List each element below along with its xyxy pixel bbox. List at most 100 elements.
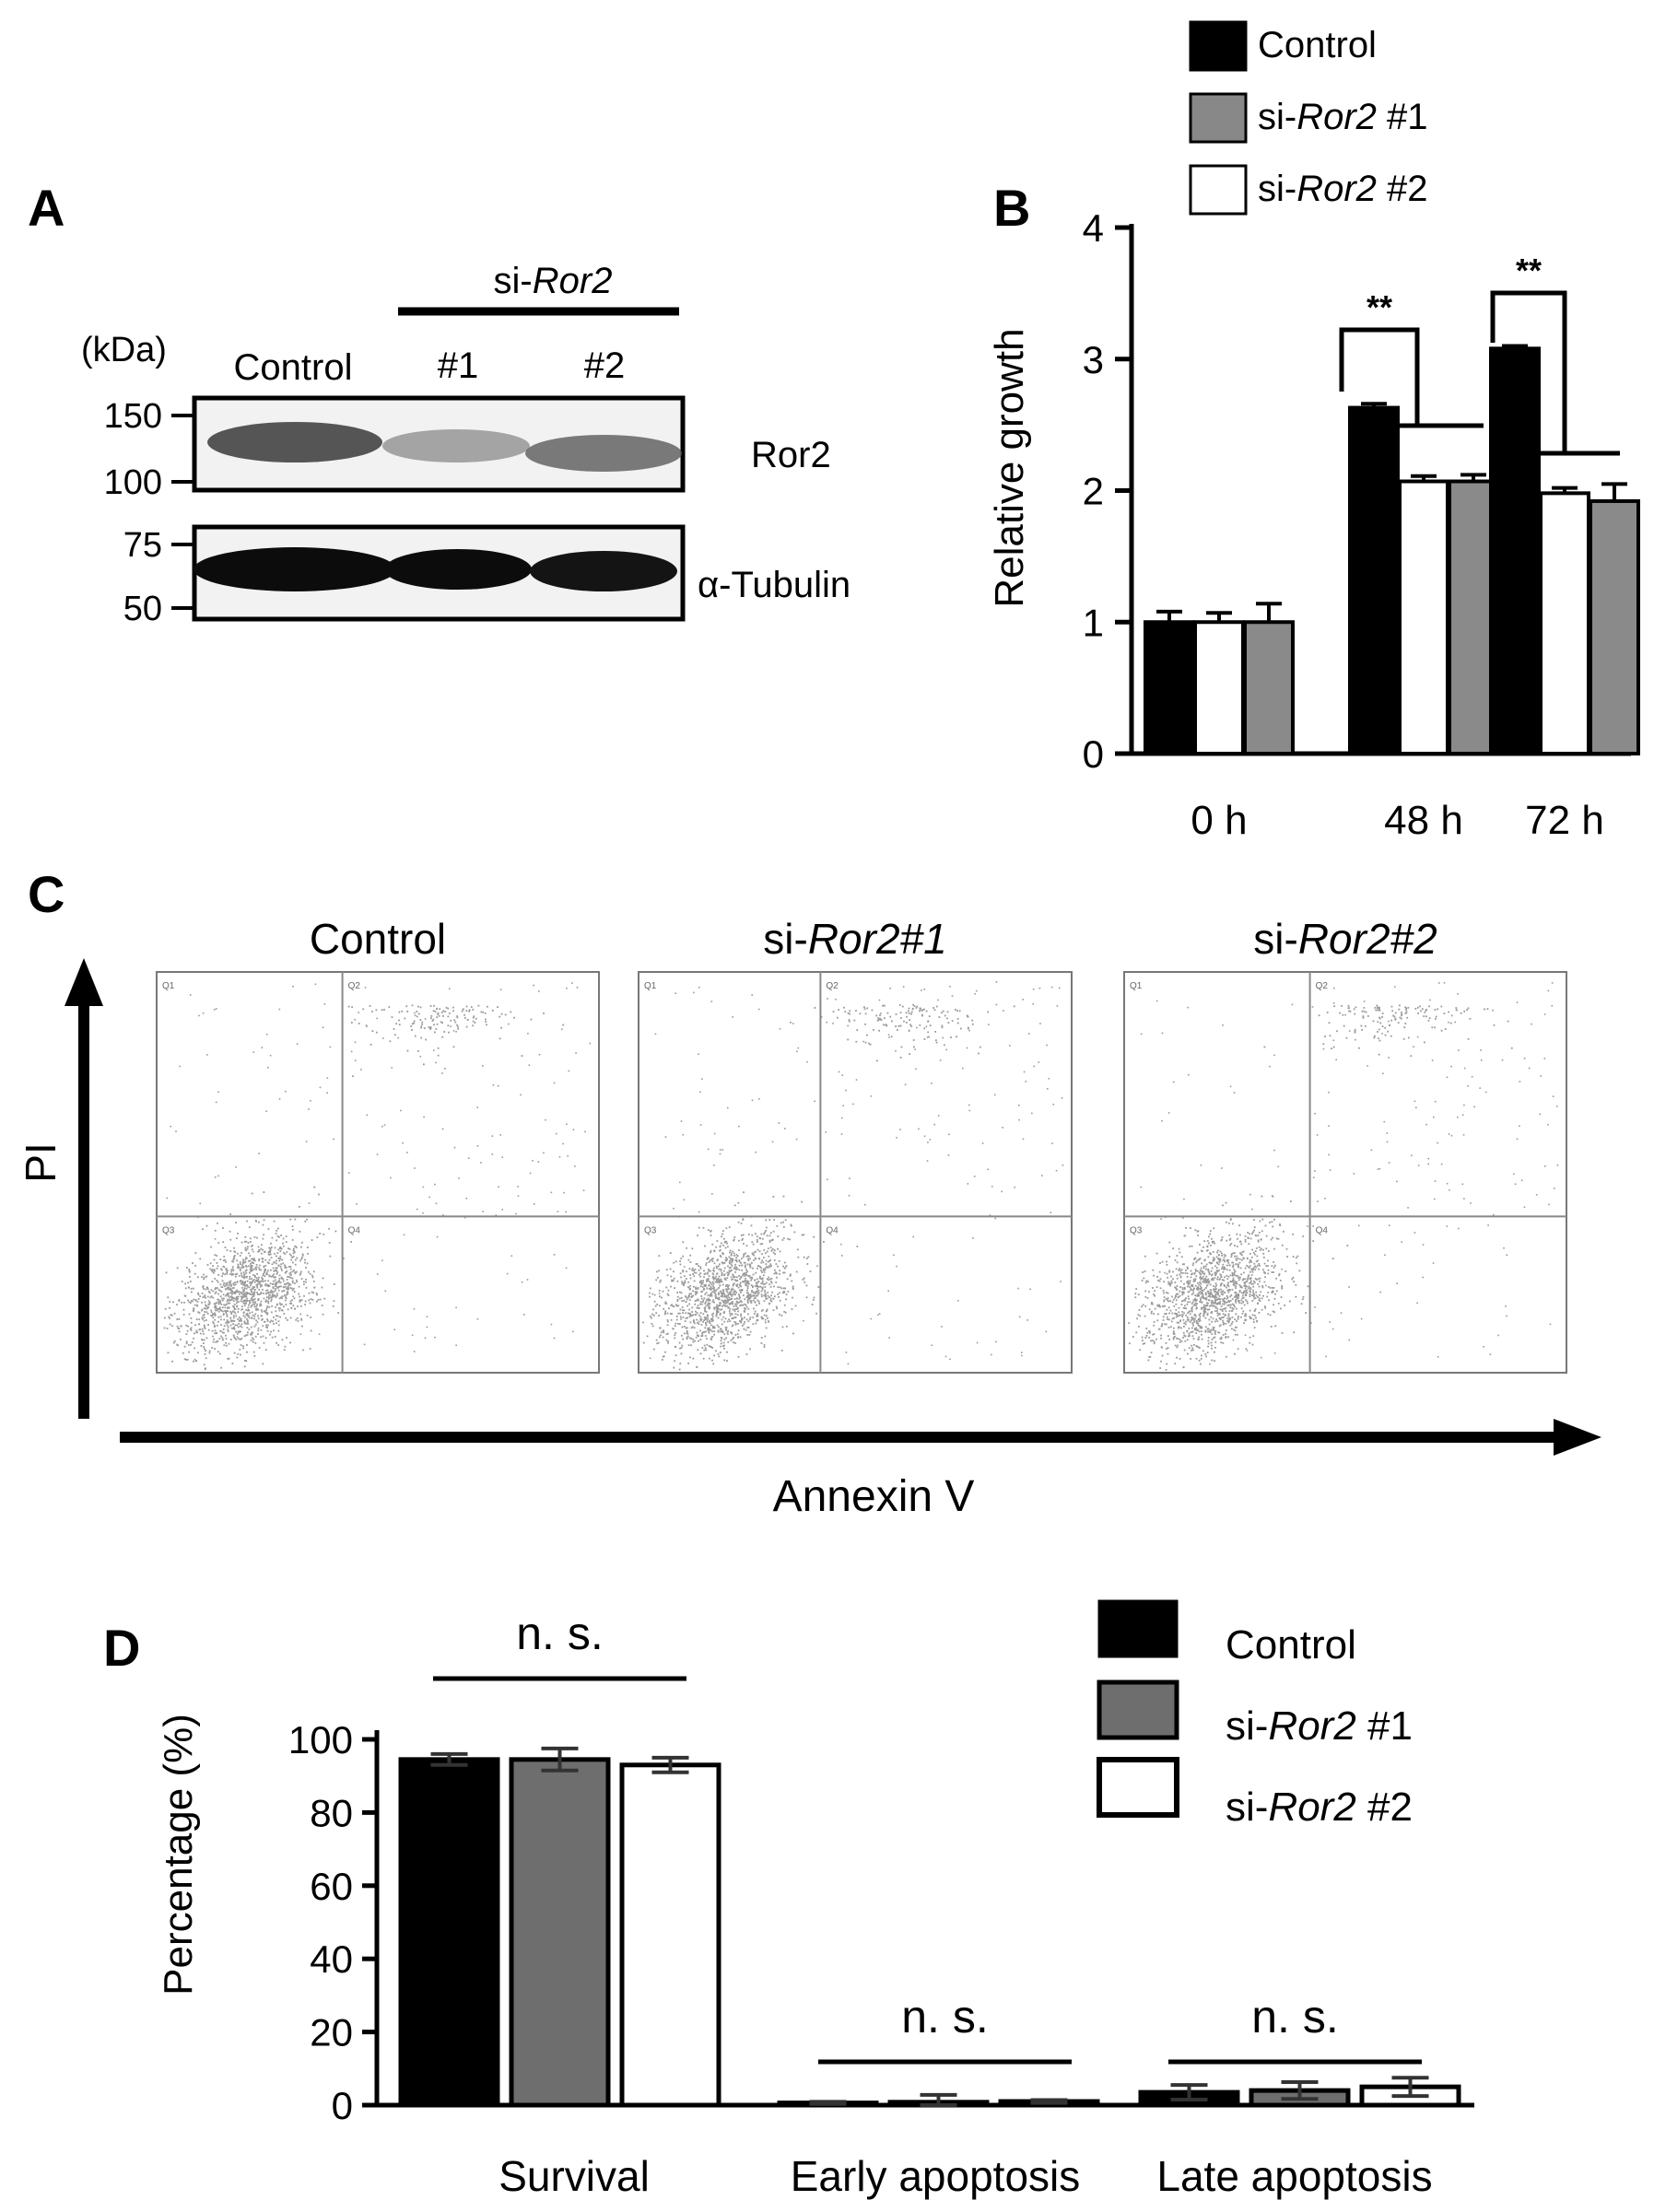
annexin-axis-arrowhead xyxy=(1554,1419,1601,1456)
flow-quadrant-label: Q2 xyxy=(348,981,361,991)
legend-swatch-si-ror2-1 xyxy=(1189,92,1248,144)
chart-b-xtick-label: 0 h xyxy=(1191,798,1247,843)
marker-75: 75 xyxy=(123,526,162,565)
chart-d-ytick-label: 60 xyxy=(310,1865,353,1908)
chart-b-ytick-label: 3 xyxy=(1083,338,1104,381)
chart-d-ytick-label: 100 xyxy=(288,1718,353,1761)
panel-letter-d: D xyxy=(103,1619,140,1677)
flow-quadrant-label: Q2 xyxy=(1316,981,1329,991)
chart-d-xtick-label: Survival xyxy=(499,2152,650,2200)
chart-d-ytick-label: 40 xyxy=(310,1937,353,1981)
legend-d-swatch-control xyxy=(1097,1599,1179,1658)
chart-b-bracket xyxy=(1490,290,1567,453)
marker-100: 100 xyxy=(104,463,162,502)
chart-b-ytick-label: 1 xyxy=(1083,601,1104,644)
flow-plot-frame xyxy=(156,971,600,1374)
chart-d-bar-si-ror2-1-survival xyxy=(509,1757,611,2108)
chart-b-bar-si-ror2-2-0-h xyxy=(1193,620,1245,755)
chart-b-bar-control-48-h xyxy=(1348,405,1400,755)
legend-d: Control si-Ror2 #1 si-Ror2 #2 xyxy=(1097,1599,1413,1830)
marker-150: 150 xyxy=(104,397,162,436)
chart-b-bar-si-ror2-1-72-h xyxy=(1589,498,1640,755)
legend-item-si-ror2-2: si-Ror2 #2 xyxy=(1189,164,1428,216)
tubulin-band-1 xyxy=(384,549,532,590)
chart-d-ns-label: n. s. xyxy=(1251,1991,1338,2042)
tubulin-band-control xyxy=(194,547,396,591)
chart-b-bracket xyxy=(1339,327,1420,426)
flow-dots xyxy=(642,981,1064,1371)
flow-quadrant-label: Q1 xyxy=(1130,981,1143,991)
chart-d-ylabel: Percentage (%) xyxy=(156,1714,201,1995)
legend-item-control: Control xyxy=(1189,20,1377,72)
lane-label-1: #1 xyxy=(438,345,479,386)
legend-label-si-ror2-1: si-Ror2 #1 xyxy=(1258,97,1428,137)
ror2-band-control xyxy=(207,422,382,462)
flow-plot-2: si-Ror2#1 Q1 Q2 Q3 Q4 xyxy=(638,915,1073,1374)
pi-axis-label: PI xyxy=(17,1142,65,1182)
flow-quadrant-label: Q3 xyxy=(1130,1225,1143,1235)
flow-plot-title: Control xyxy=(310,915,446,963)
tubulin-label: α-Tubulin xyxy=(698,565,850,605)
chart-b-bar-si-ror2-2-48-h xyxy=(1398,479,1449,755)
panel-letter-c: C xyxy=(28,865,65,923)
kda-label: (kDa) xyxy=(81,331,167,369)
flow-quadrant-label: Q4 xyxy=(1316,1225,1329,1235)
flow-plot-1: Control Q1 Q2 Q3 Q4 xyxy=(156,915,600,1374)
flow-quadrant-label: Q2 xyxy=(826,981,839,991)
ror2-label: Ror2 xyxy=(751,435,831,475)
chart-d-ytick-label: 20 xyxy=(310,2011,353,2054)
legend-swatch-control xyxy=(1189,20,1248,72)
chart-b-ytick-label: 0 xyxy=(1083,732,1104,776)
legend-d-label-control: Control xyxy=(1226,1622,1356,1668)
chart-d-ns-label: n. s. xyxy=(516,1608,603,1659)
chart-b-bar-control-72-h xyxy=(1489,346,1541,755)
si-ror2-group-label: si-Ror2 xyxy=(494,261,613,301)
chart-b-xtick-label: 72 h xyxy=(1525,798,1604,843)
flow-quadrant-label: Q4 xyxy=(348,1225,361,1235)
chart-b-bar-control-0-h xyxy=(1144,620,1195,755)
legend-d-item-control: Control xyxy=(1097,1599,1356,1668)
flow-dots xyxy=(163,982,592,1370)
panel-letter-a: A xyxy=(28,179,65,237)
flow-plot-title: si-Ror2#1 xyxy=(763,915,946,963)
chart-d-ytick-label: 80 xyxy=(310,1791,353,1834)
legend-d-label-si-ror2-2: si-Ror2 #2 xyxy=(1226,1785,1413,1830)
tubulin-band-2 xyxy=(530,551,677,591)
flow-quadrant-label: Q1 xyxy=(162,981,175,991)
flow-dots xyxy=(1128,982,1559,1371)
pi-axis-arrowhead xyxy=(65,958,103,1006)
chart-b-ytick-label: 4 xyxy=(1083,206,1104,250)
legend-d-item-si-ror2-2: si-Ror2 #2 xyxy=(1097,1757,1413,1830)
legend-d-label-si-ror2-1: si-Ror2 #1 xyxy=(1226,1703,1413,1749)
chart-d-ytick-label: 0 xyxy=(332,2084,353,2127)
panel-d-chart: 0 20 40 60 80 100 Survival n. s. Early apoptosis… xyxy=(288,1608,1474,2200)
flow-quadrant-label: Q3 xyxy=(162,1225,175,1235)
lane-label-2: #2 xyxy=(584,345,626,386)
chart-d-xtick-label: Early apoptosis xyxy=(791,2152,1081,2200)
legend-label-si-ror2-2: si-Ror2 #2 xyxy=(1258,169,1428,209)
chart-b-ytick-label: 2 xyxy=(1083,470,1104,513)
marker-50: 50 xyxy=(123,590,162,628)
panel-letter-b: B xyxy=(993,179,1030,237)
chart-b-significance: ** xyxy=(1367,288,1392,326)
chart-b-bar-si-ror2-1-0-h xyxy=(1243,620,1295,755)
ror2-band-1 xyxy=(382,429,530,462)
annexin-axis-label: Annexin V xyxy=(773,1472,975,1521)
flow-quadrant-label: Q1 xyxy=(644,981,657,991)
legend-d-item-si-ror2-1: si-Ror2 #1 xyxy=(1097,1679,1413,1749)
chart-b-bar-si-ror2-2-72-h xyxy=(1539,491,1590,755)
chart-b-ylabel: Relative growth xyxy=(987,328,1032,607)
chart-d-bar-control-survival xyxy=(398,1757,500,2108)
panel-a-western-blot: si-Ror2 (kDa) Control #1 #2 Ror2 α-Tubul… xyxy=(81,261,850,628)
flow-plot-frame xyxy=(1123,971,1567,1374)
chart-b-xtick-label: 48 h xyxy=(1384,798,1463,843)
legend-label-control: Control xyxy=(1258,25,1377,65)
flow-plot-frame xyxy=(638,971,1073,1374)
ror2-band-2 xyxy=(525,435,682,472)
panel-b-chart: 0 1 2 3 4 0 h 48 h 72 h ** ** xyxy=(1083,206,1640,843)
flow-quadrant-label: Q3 xyxy=(644,1225,657,1235)
legend-swatch-si-ror2-2 xyxy=(1189,164,1248,216)
legend-b: Control si-Ror2 #1 si-Ror2 #2 xyxy=(1189,20,1428,216)
